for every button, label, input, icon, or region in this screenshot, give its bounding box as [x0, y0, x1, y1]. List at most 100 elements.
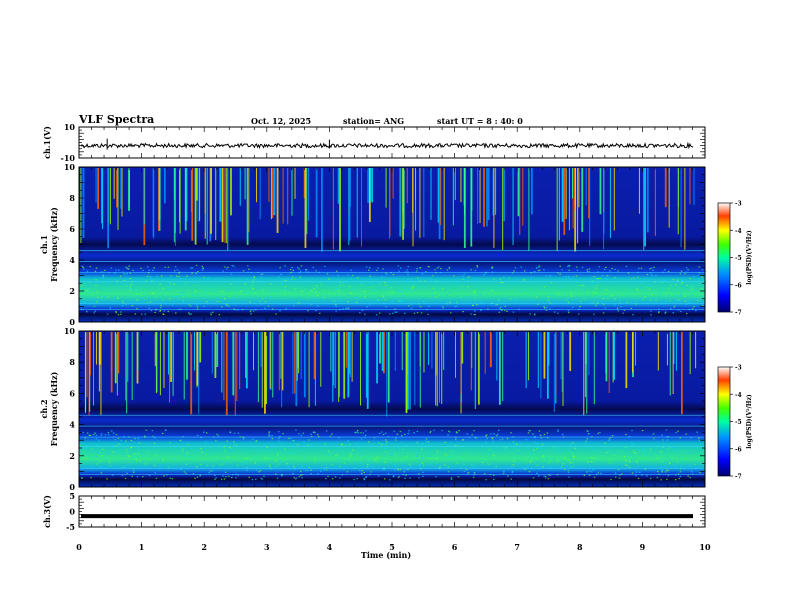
psd-speck	[81, 285, 83, 287]
psd-speck	[190, 448, 192, 450]
psd-speck	[245, 457, 247, 459]
psd-speck	[650, 272, 652, 274]
psd-speck	[624, 464, 627, 466]
x-tick-label: 9	[640, 542, 646, 552]
psd-speck	[138, 441, 140, 444]
psd-speck	[681, 450, 684, 452]
psd-speck	[190, 313, 192, 315]
psd-speck	[421, 443, 424, 445]
psd-speck	[230, 273, 233, 275]
psd-speck	[131, 475, 133, 477]
psd-speck	[532, 433, 534, 435]
psd-speck	[339, 455, 342, 457]
psd-speck	[242, 270, 245, 272]
psd-speck	[614, 476, 617, 478]
psd-speck	[154, 454, 157, 456]
psd-speck	[294, 287, 297, 290]
psd-speck	[481, 445, 483, 447]
psd-speck	[491, 289, 493, 292]
psd-speck	[364, 290, 366, 292]
psd-speck	[308, 280, 310, 282]
psd-speck	[626, 301, 629, 304]
psd-speck	[696, 431, 698, 433]
psd-speck	[684, 287, 686, 289]
psd-speck	[683, 458, 686, 460]
psd-speck	[608, 459, 610, 461]
psd-speck	[196, 434, 199, 437]
psd-speck	[528, 463, 531, 465]
psd-speck	[549, 466, 552, 468]
psd-speck	[589, 278, 592, 280]
psd-speck	[425, 271, 427, 273]
psd-speck	[324, 467, 326, 469]
psd-speck	[664, 279, 667, 281]
psd-speck	[128, 265, 130, 267]
psd-speck	[538, 269, 541, 271]
psd-speck	[335, 305, 337, 307]
psd-speck	[512, 464, 514, 466]
psd-speck	[467, 472, 470, 474]
psd-speck	[436, 458, 438, 460]
psd-speck	[454, 452, 457, 454]
psd-speck	[456, 305, 458, 307]
psd-speck	[119, 443, 122, 446]
psd-speck	[674, 479, 677, 481]
psd-speck	[299, 276, 302, 278]
psd-speck	[334, 476, 337, 478]
psd-speck	[359, 462, 361, 464]
psd-speck	[201, 269, 204, 271]
psd-speck	[404, 287, 406, 290]
psd-speck	[199, 475, 201, 477]
psd-speck	[461, 285, 464, 287]
psd-speck	[128, 288, 131, 290]
psd-speck	[623, 309, 626, 311]
psd-speck	[225, 304, 227, 307]
psd-speck	[293, 278, 296, 280]
psd-speck	[103, 296, 105, 298]
psd-speck	[665, 429, 668, 431]
colorbar-tick-label: -7	[735, 474, 742, 481]
psd-speck	[197, 271, 199, 273]
psd-speck	[233, 265, 235, 267]
psd-speck	[473, 430, 475, 432]
psd-speck	[653, 438, 655, 440]
psd-speck	[186, 275, 188, 277]
psd-speck	[254, 279, 257, 281]
psd-speck	[282, 432, 284, 435]
psd-speck	[450, 477, 453, 479]
psd-speck	[685, 312, 688, 315]
psd-speck	[268, 464, 271, 466]
psd-speck	[484, 459, 487, 461]
psd-speck	[421, 462, 423, 464]
psd-speck	[273, 444, 275, 446]
psd-speck	[356, 477, 358, 480]
psd-speck	[152, 269, 154, 271]
psd-speck	[656, 470, 659, 473]
psd-speck	[625, 460, 627, 462]
psd-speck	[354, 431, 356, 433]
psd-speck	[360, 472, 363, 475]
psd-speck	[94, 448, 96, 451]
psd-speck	[183, 471, 186, 473]
psd-speck	[348, 285, 351, 288]
psd-speck	[277, 454, 279, 456]
psd-speck	[422, 301, 425, 303]
psd-speck	[82, 431, 84, 434]
psd-speck	[203, 461, 205, 463]
psd-speck	[107, 434, 110, 436]
psd-speck	[313, 287, 316, 290]
psd-speck	[443, 282, 446, 284]
station-label: station= ANG	[343, 116, 405, 126]
psd-speck	[679, 468, 682, 470]
psd-speck	[327, 294, 329, 297]
psd-speck	[628, 436, 631, 438]
psd-speck	[690, 437, 692, 439]
psd-speck	[195, 290, 197, 292]
psd-speck	[167, 266, 170, 268]
psd-speck	[428, 305, 431, 307]
psd-speck	[242, 438, 245, 440]
psd-speck	[92, 456, 94, 458]
psd-speck	[364, 430, 367, 432]
psd-speck	[204, 448, 206, 450]
psd-speck	[661, 469, 663, 471]
